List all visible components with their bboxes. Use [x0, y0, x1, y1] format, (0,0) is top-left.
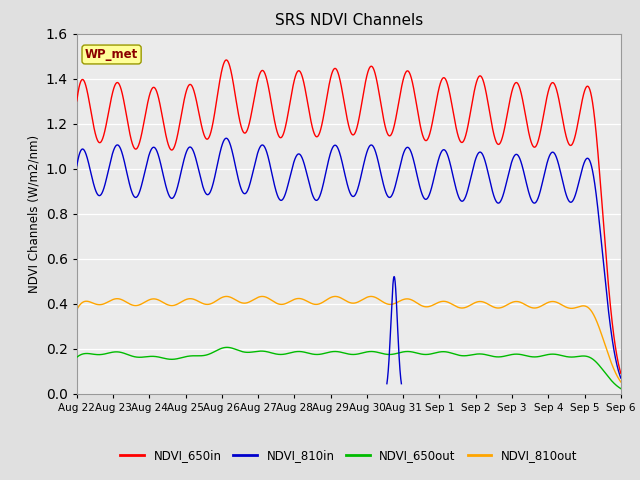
Y-axis label: NDVI Channels (W/m2/nm): NDVI Channels (W/m2/nm) — [27, 134, 40, 293]
Title: SRS NDVI Channels: SRS NDVI Channels — [275, 13, 423, 28]
Legend: NDVI_650in, NDVI_810in, NDVI_650out, NDVI_810out: NDVI_650in, NDVI_810in, NDVI_650out, NDV… — [116, 444, 582, 467]
Text: WP_met: WP_met — [85, 48, 138, 61]
